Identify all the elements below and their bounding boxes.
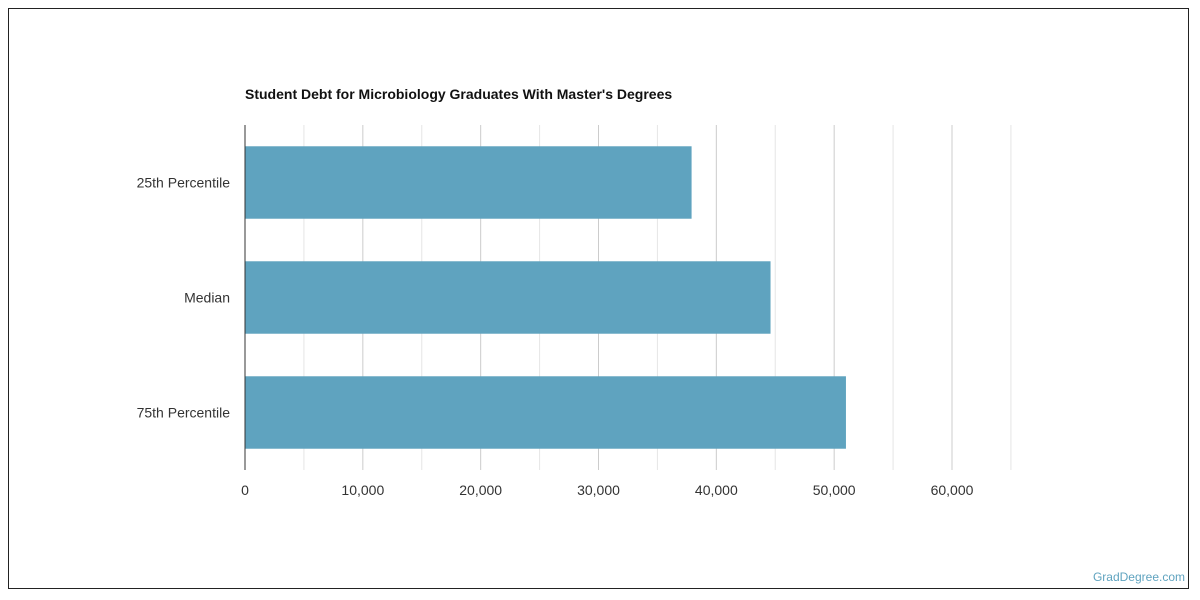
x-tick-label: 0 (241, 482, 249, 498)
x-tick-label: 10,000 (341, 482, 384, 498)
x-tick-label: 40,000 (695, 482, 738, 498)
bars (245, 146, 846, 449)
category-label: Median (184, 290, 230, 306)
chart-title: Student Debt for Microbiology Graduates … (245, 86, 673, 102)
axis-labels: 25th Percentile Median 75th Percentile 0 10,… (137, 175, 974, 499)
category-label: 75th Percentile (137, 405, 231, 421)
x-tick-label: 30,000 (577, 482, 620, 498)
x-tick-label: 50,000 (813, 482, 856, 498)
bar (245, 146, 692, 219)
category-label: 25th Percentile (137, 175, 231, 191)
x-tick-label: 60,000 (931, 482, 974, 498)
bar (245, 261, 771, 334)
watermark-text: GradDegree.com (1092, 570, 1185, 584)
x-tick-label: 20,000 (459, 482, 502, 498)
bar (245, 376, 846, 449)
